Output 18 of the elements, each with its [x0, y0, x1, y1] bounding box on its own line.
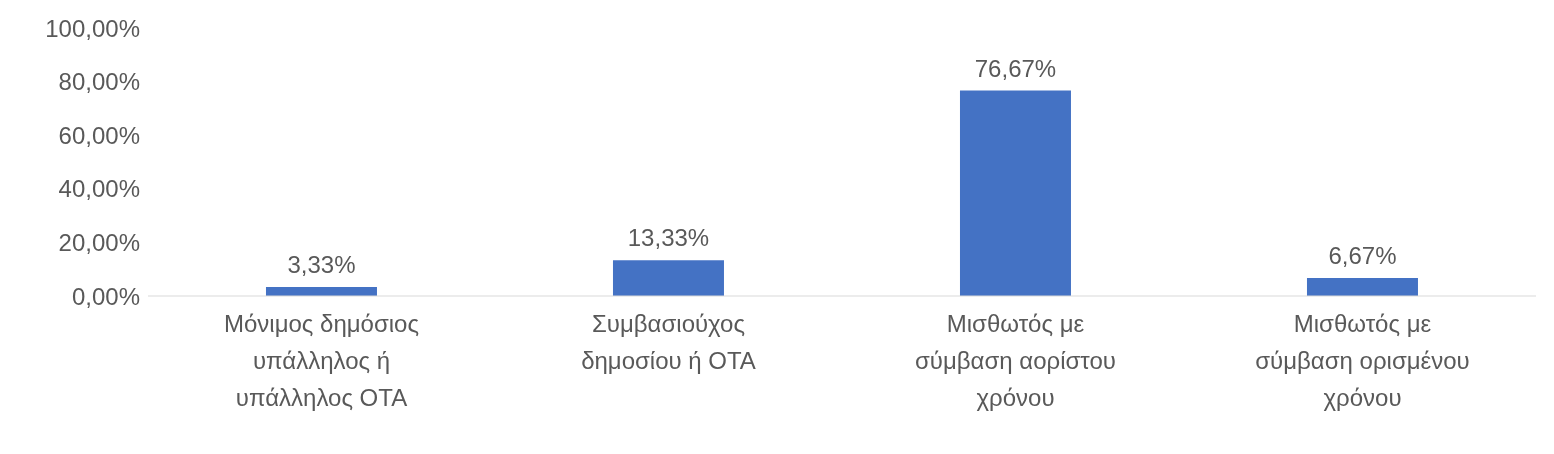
x-tick-label: Συμβασιούχος δημοσίου ή ΟΤΑ — [581, 310, 756, 374]
data-label: 76,67% — [974, 54, 1057, 82]
x-tick-label: Μισθωτός με σύμβαση ορισμένου χρόνου — [1255, 310, 1470, 411]
data-label: 13,33% — [627, 224, 710, 252]
bar — [959, 90, 1071, 296]
x-tick-label: Μισθωτός με σύμβαση αορίστου χρόνου — [915, 310, 1116, 411]
bar — [1306, 278, 1418, 296]
bar — [612, 260, 724, 296]
y-tick-label: 60,00% — [58, 121, 140, 149]
y-tick-label: 40,00% — [58, 175, 140, 203]
data-label: 6,67% — [1328, 242, 1397, 270]
y-tick-label: 0,00% — [71, 282, 140, 310]
y-tick-label: 100,00% — [45, 14, 140, 42]
bar — [265, 287, 377, 296]
y-tick-label: 20,00% — [58, 228, 140, 256]
data-label: 3,33% — [287, 251, 356, 279]
x-tick-label: Μόνιμος δημόσιος υπάλληλος ή υπάλληλος ΟΤΑ — [223, 310, 420, 411]
y-tick-label: 80,00% — [58, 68, 140, 96]
